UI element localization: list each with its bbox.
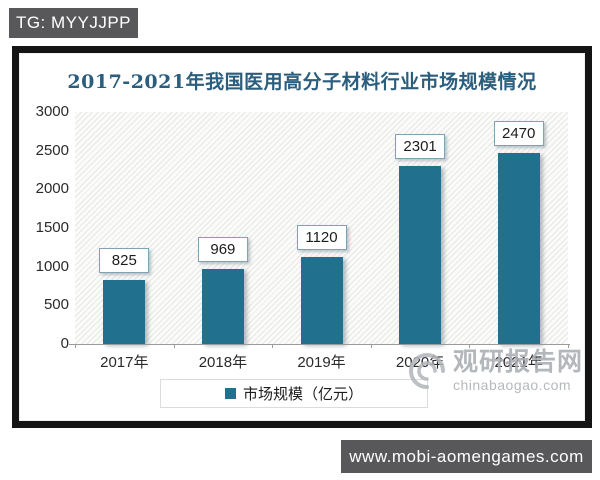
chart-title: 2017-2021年我国医用高分子材料行业市场规模情况 (67, 71, 537, 93)
x-axis-category-label: 2017年 (100, 354, 149, 371)
legend-swatch-icon (224, 388, 236, 399)
x-axis-tick (173, 344, 175, 348)
legend-label: 市场规模（亿元） (242, 386, 363, 403)
y-axis-tick-label: 1000 (35, 257, 69, 275)
chart-inner: 2017-2021年我国医用高分子材料行业市场规模情况 0 500 1000 1500… (19, 53, 585, 421)
y-axis-tick-label: 2500 (35, 141, 69, 159)
bar (497, 152, 540, 344)
y-axis-tick-label: 0 (60, 335, 69, 352)
x-axis-tick (370, 344, 372, 348)
x-axis-category-label: 2021年 (494, 354, 543, 371)
bar-value-label: 969 (197, 237, 248, 263)
bar-value-label: 825 (99, 248, 150, 274)
y-axis-tick-label: 3000 (35, 103, 69, 120)
chart-frame: 2017-2021年我国医用高分子材料行业市场规模情况 0 500 1000 1500… (12, 46, 592, 428)
x-axis-category-label: 2018年 (198, 354, 248, 371)
x-axis-tick (272, 344, 274, 348)
bar-value-label: 2470 (493, 120, 544, 146)
bar-value-label: 2301 (395, 134, 446, 160)
x-axis-category-label: 2019年 (297, 354, 346, 371)
y-axis-tick-label: 1500 (35, 219, 69, 236)
y-axis-tick-label: 500 (43, 296, 69, 314)
bar (201, 269, 244, 344)
x-axis-tick (568, 344, 569, 348)
legend: 市场规模（亿元） (160, 379, 428, 408)
x-axis-line (69, 344, 570, 345)
bar (103, 280, 146, 344)
url-badge: www.mobi-aomengames.com (341, 440, 592, 473)
bar (300, 257, 343, 344)
x-axis-tick (469, 344, 471, 348)
x-axis-tick (75, 344, 76, 348)
bar (399, 166, 442, 344)
watermark-domain: chinabaogao.com (453, 376, 572, 393)
bar-value-label: 1120 (296, 225, 347, 251)
y-axis-tick-label: 2000 (35, 180, 69, 198)
tg-badge: TG: MYYJJPP (9, 8, 138, 38)
x-axis-category-label: 2020年 (395, 354, 445, 371)
